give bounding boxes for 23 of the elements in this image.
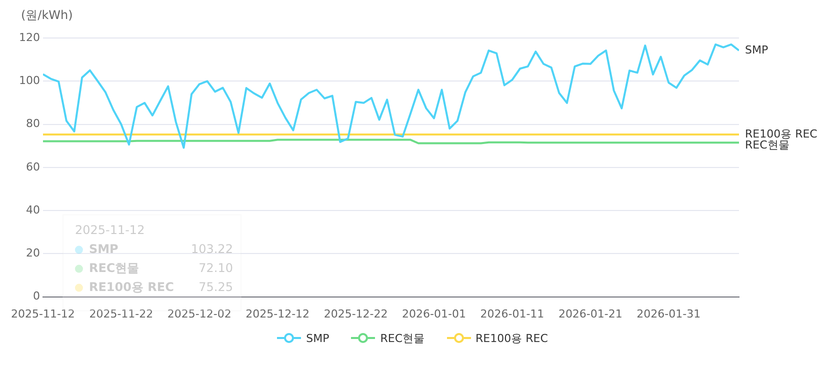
y-tick-label: 0 [32,290,40,303]
y-tick-label: 20 [26,246,40,260]
x-tick-label: 2025-11-22 [89,307,154,320]
x-tick-label: 2026-01-21 [558,307,622,320]
y-axis-title: (원/kWh) [20,8,73,22]
text: RE100용 REC [745,127,818,140]
x-tick-label: 2025-12-12 [246,307,310,320]
text: RE100용 REC [476,332,548,344]
x-tick-label: 2025-12-22 [324,307,388,320]
y-tick-label: 120 [18,30,40,44]
y-tick-label: 100 [18,74,40,87]
y-tick-label: 60 [26,160,40,174]
text: SMP [306,332,330,344]
x-tick-label: 2025-12-02 [167,307,232,320]
y-tick-label: 80 [26,117,40,130]
x-tick-label: 2025-11-12 [10,307,75,320]
x-tick-label: 2026-01-31 [636,307,701,320]
y-tick-label: 40 [26,203,40,216]
x-tick-label: 2026-01-01 [402,307,466,320]
text: REC현물 [380,332,425,344]
x-tick-label: 2026-01-11 [480,307,544,320]
text: REC현물 [745,138,790,152]
text: SMP [745,43,768,56]
